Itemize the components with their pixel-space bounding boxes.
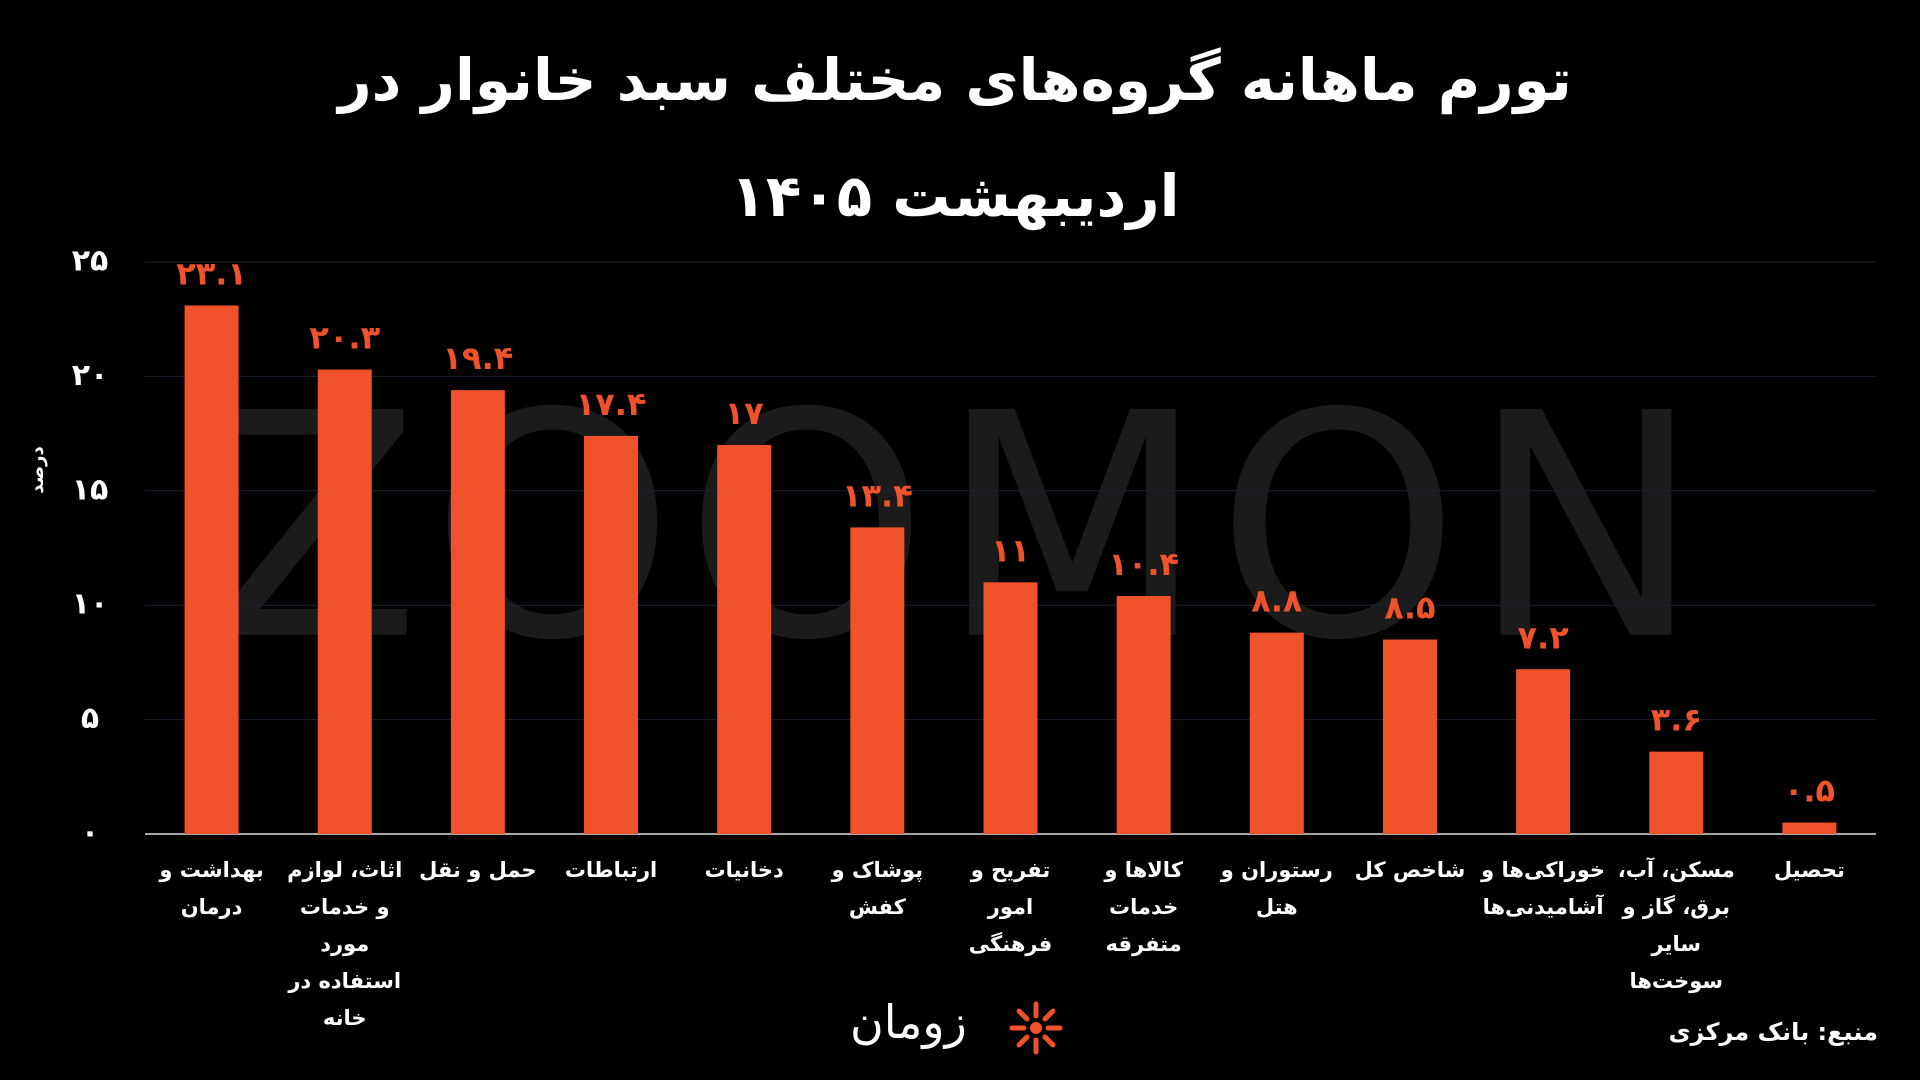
bar <box>1516 669 1571 834</box>
x-tick-label: تفریح و امور فرهنگی <box>968 858 1053 956</box>
x-tick-label: اثاث، لوازم و خدمات مورد استفاده در خانه <box>287 858 403 1030</box>
y-axis-label: درصد <box>27 446 48 493</box>
x-tick-label: بهداشت و درمان <box>159 858 264 919</box>
y-tick-label: ۰ <box>81 816 99 851</box>
value-label: ۸.۸ <box>1251 582 1303 620</box>
x-tick-label: کالاها و خدمات متفرقه <box>1104 858 1183 956</box>
bar <box>717 445 772 834</box>
logo-icon <box>1009 1001 1063 1055</box>
value-label: ۱۳.۴ <box>842 476 913 514</box>
logo-text: زومان <box>850 995 967 1049</box>
bar <box>1782 822 1837 834</box>
y-tick-label: ۲۰ <box>72 358 109 393</box>
x-tick-label: خوراکی‌ها و آشامیدنی‌ها <box>1481 858 1606 919</box>
bar <box>184 305 239 834</box>
x-tick-label: حمل و نقل <box>419 858 537 882</box>
value-label: ۱۷.۴ <box>576 385 647 423</box>
x-tick-label: تحصیل <box>1773 858 1845 882</box>
bar <box>450 390 505 834</box>
value-label: ۸.۵ <box>1384 589 1435 627</box>
value-label: ۷.۲ <box>1518 618 1570 656</box>
source: منبع: بانک مرکزی <box>1668 1018 1878 1046</box>
x-tick-label: رستوران و هتل <box>1220 858 1333 919</box>
x-tick-label: دخانیات <box>704 858 784 882</box>
watermark: ZOOMON <box>208 348 1712 709</box>
bar <box>584 435 639 834</box>
bar <box>1249 632 1304 834</box>
value-label: ۲۳.۱ <box>176 254 247 292</box>
value-label: ۰.۵ <box>1784 772 1835 810</box>
value-label: ۱۱ <box>991 531 1030 569</box>
bar <box>317 369 372 834</box>
value-label: ۱۰.۴ <box>1108 545 1179 583</box>
y-tick-label: ۵ <box>81 701 99 736</box>
bar <box>983 582 1038 834</box>
bar <box>1116 596 1171 834</box>
value-label: ۱۷ <box>725 394 765 432</box>
x-tick-label: مسکن، آب، برق، گاز و سایر سوخت‌ها <box>1617 858 1735 993</box>
x-tick-label: ارتباطات <box>564 858 658 882</box>
bar <box>1382 639 1437 834</box>
bar <box>850 527 905 834</box>
x-tick-label: پوشاک و کفش <box>831 858 924 919</box>
value-label: ۳.۶ <box>1651 701 1702 739</box>
x-tick-label: شاخص کل <box>1354 858 1466 882</box>
y-tick-label: ۱۵ <box>72 472 109 507</box>
value-label: ۱۹.۴ <box>443 339 514 377</box>
value-label: ۲۰.۳ <box>309 319 380 357</box>
y-tick-label: ۲۵ <box>72 244 109 279</box>
chart-title: تورم ماهانه گروه‌های مختلف سبد خانوار در… <box>338 46 1572 230</box>
y-tick-label: ۱۰ <box>72 587 109 622</box>
bar <box>1649 751 1704 834</box>
